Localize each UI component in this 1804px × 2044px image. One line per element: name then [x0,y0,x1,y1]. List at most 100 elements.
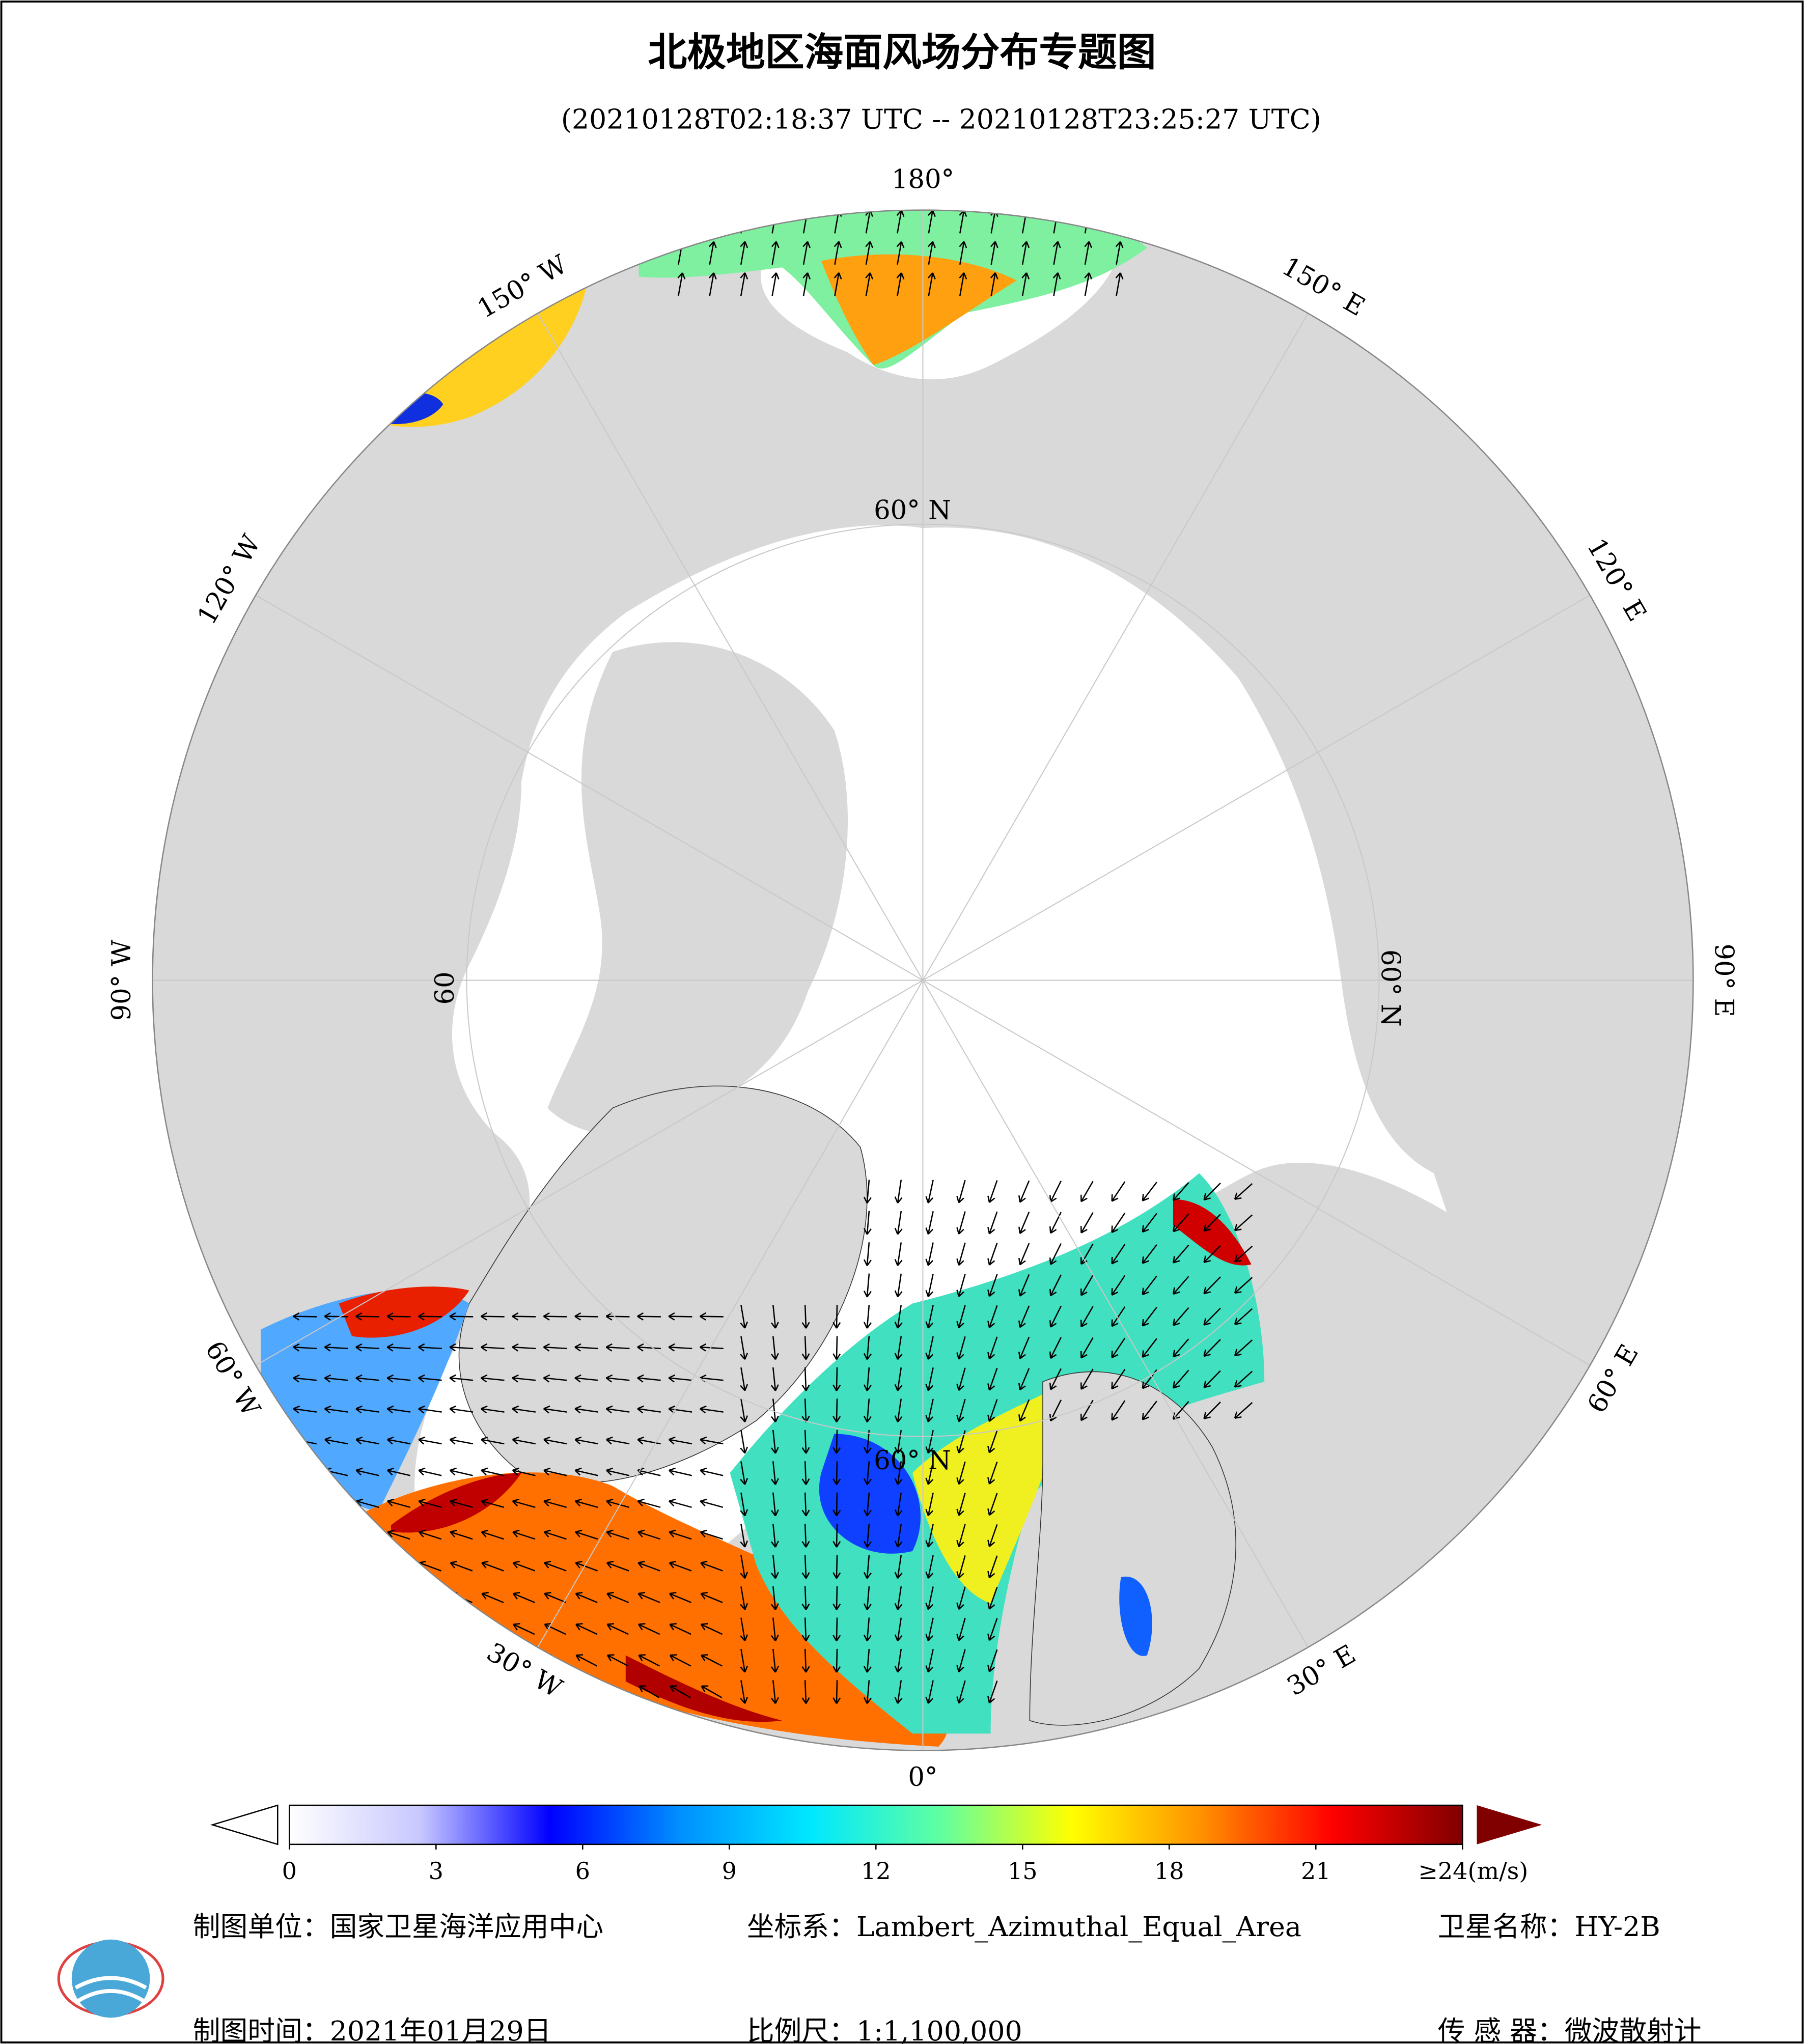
wind-arrow [418,1467,442,1476]
canadian-islands [547,642,848,1135]
wind-arrow [801,1492,810,1517]
wind-arrow [770,1680,779,1704]
footer-date: 制图时间：2021年01月29日 [193,2015,551,2044]
wind-arrow [1080,1337,1094,1359]
longitude-label: 180° [892,164,954,194]
wind-arrow [700,1436,724,1445]
wind-arrow [894,1273,903,1298]
wind-arrow [669,1654,691,1667]
wind-arrow [770,1586,779,1610]
wind-arrow [987,1586,998,1610]
wind-arrow [668,1467,692,1476]
wind-arrow [512,1436,536,1445]
wind-arrow [1203,1214,1221,1232]
wind-arrow [449,1405,474,1414]
wind-arrow [956,1649,966,1672]
wind-arrow [987,1274,998,1297]
latitude-label: 60 [430,971,460,1004]
wind-arrow [740,1492,748,1517]
wind-arrow [481,1467,505,1476]
wind-arrow [959,272,967,296]
wind-arrow [637,1405,661,1414]
wind-arrow [700,1312,724,1321]
wind-arrow [544,1591,567,1604]
wind-arrow [770,1617,779,1642]
wind-arrow [700,1560,723,1572]
wind-arrow [1052,241,1061,265]
meridian [922,313,1309,981]
wind-arrow [1172,1338,1189,1358]
wind-arrow [512,1343,536,1352]
wind-arrow [832,1367,841,1391]
latitude-label: 60° N [1375,949,1405,1027]
wind-arrow [987,1493,998,1516]
colorbar-tick-label: 21 [1301,1857,1331,1885]
wind-arrow [450,1529,473,1540]
wind-arrow [575,1529,598,1540]
wind-arrow [574,1405,598,1414]
wind-arrow [925,1430,934,1454]
wind-arrow [1018,1243,1030,1266]
wind-arrow [418,1529,442,1540]
map-body [152,210,1694,1751]
wind-arrow [740,241,748,265]
wind-arrow [387,1529,410,1540]
colorbar-over [1477,1805,1542,1844]
wind-arrow [293,1405,317,1414]
wind-arrow [1018,1212,1030,1234]
wind-arrow [605,1374,630,1383]
longitude-label: 0° [908,1762,937,1793]
wind-arrow [669,1623,691,1635]
wind-arrow [801,1648,810,1673]
map-border [152,209,1694,1751]
wind-arrow [894,1586,903,1610]
wind-arrow [740,1367,748,1391]
wind-arrow [512,1467,536,1476]
wind-arrow [1084,272,1093,296]
wind-arrow [770,1492,779,1517]
wind-arrow [832,1648,841,1673]
wind-arrow [987,1524,998,1547]
wind-arrow [574,1312,599,1321]
wind-arrow [293,1312,317,1321]
wind-arrow [543,1374,567,1383]
wind-arrow [740,1305,748,1329]
wind-arrow [668,1343,692,1352]
wind-arrow [1142,1275,1157,1296]
wind-arrow [1142,1182,1157,1201]
wind-arrow [894,1461,903,1485]
title: 北极地区海面风场分布专题图 [648,30,1156,75]
wind-arrow [956,1555,966,1579]
wind-arrow [1111,1275,1126,1296]
wind-arrow [543,1529,567,1540]
wind-arrow [1080,1181,1094,1202]
wind-arrow [637,1343,661,1352]
wind-arrow [708,241,717,265]
wind-arrow [512,1560,536,1572]
wind-arrow [801,1336,810,1360]
meridian [537,313,924,981]
wind-arrow [956,1586,966,1610]
wind-arrow [956,1211,966,1235]
latitude-label: 60° N [874,495,951,526]
wind-arrow [925,1492,934,1517]
wind-arrow [386,1436,411,1445]
wind-arrow [512,1591,535,1604]
wind-arrow [637,1312,661,1321]
wind-arrow [575,1623,598,1635]
wind-arrow [740,1461,748,1485]
wind-arrow [1018,1180,1030,1203]
wind-arrow [480,1343,505,1352]
meridian [255,979,923,1366]
wind-arrow [770,1336,779,1360]
wind-arrow [1142,1338,1157,1358]
wind-arrow [387,1498,410,1508]
wind-arrow [449,1343,474,1352]
wind-arrow [1111,1244,1126,1265]
wind-arrow [863,1648,872,1673]
wind-arrow [770,1305,779,1329]
wind-medium [912,1382,1069,1604]
wind-arrow [928,241,936,265]
wind-arrow [770,1367,779,1391]
wind-arrow [894,1367,903,1391]
